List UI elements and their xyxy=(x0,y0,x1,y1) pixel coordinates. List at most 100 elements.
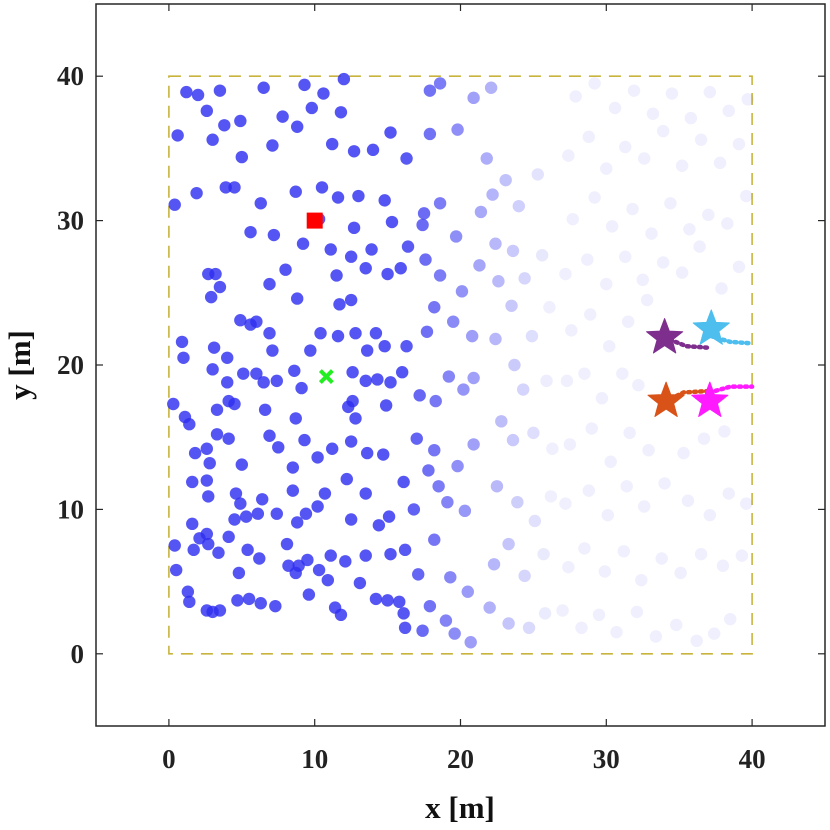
data-point xyxy=(270,507,283,520)
data-point xyxy=(175,335,189,349)
data-point xyxy=(171,129,184,142)
data-point xyxy=(588,77,601,90)
data-point xyxy=(617,545,630,558)
data-point xyxy=(511,495,524,509)
x-tick-label: 30 xyxy=(593,744,620,774)
data-point xyxy=(740,497,753,510)
data-point xyxy=(218,119,231,132)
data-point xyxy=(191,88,205,102)
data-point xyxy=(538,607,552,620)
data-point xyxy=(433,77,447,90)
data-point xyxy=(578,367,591,380)
data-point xyxy=(210,403,224,416)
data-point xyxy=(604,455,617,468)
data-point xyxy=(222,530,235,544)
data-point xyxy=(620,480,633,493)
data-point xyxy=(433,269,447,282)
data-point xyxy=(646,107,660,120)
data-point xyxy=(318,487,332,500)
data-point xyxy=(603,340,616,353)
data-point xyxy=(675,159,689,172)
data-point xyxy=(286,461,300,474)
data-point xyxy=(250,367,263,380)
data-point xyxy=(365,243,378,256)
data-point xyxy=(276,110,289,123)
markers-layer xyxy=(306,212,730,417)
data-point xyxy=(302,588,316,601)
start-square-marker xyxy=(306,212,323,229)
data-point xyxy=(372,519,386,532)
data-point xyxy=(694,133,708,146)
data-point xyxy=(601,508,614,522)
data-point xyxy=(353,576,367,590)
data-point xyxy=(397,607,410,620)
data-point xyxy=(384,376,397,389)
data-point xyxy=(718,425,731,438)
data-point xyxy=(722,104,735,118)
data-point xyxy=(619,250,632,263)
data-point xyxy=(732,137,746,151)
data-point xyxy=(314,327,327,340)
data-point xyxy=(269,599,282,613)
data-point xyxy=(670,618,683,632)
data-point xyxy=(585,422,598,435)
data-point xyxy=(741,93,754,106)
star-marker xyxy=(647,381,685,417)
data-point xyxy=(258,403,272,416)
star-marker xyxy=(646,318,684,354)
data-point xyxy=(169,563,183,577)
data-point xyxy=(209,267,222,281)
data-point xyxy=(713,156,727,170)
data-point xyxy=(610,625,623,639)
data-point xyxy=(560,374,574,388)
data-point xyxy=(342,400,355,414)
data-point xyxy=(584,308,597,321)
data-point xyxy=(623,426,636,440)
data-point xyxy=(366,143,380,157)
data-point xyxy=(270,374,283,388)
data-point xyxy=(616,367,629,380)
data-point xyxy=(537,547,550,561)
data-point xyxy=(378,340,391,353)
data-point xyxy=(311,500,324,513)
data-point xyxy=(664,197,677,210)
data-point xyxy=(645,227,658,240)
data-point xyxy=(441,495,454,509)
data-point xyxy=(291,292,304,305)
data-point xyxy=(360,446,374,460)
data-point xyxy=(250,315,263,328)
data-point xyxy=(200,104,214,118)
data-point xyxy=(305,101,318,115)
data-point xyxy=(200,474,214,487)
data-point xyxy=(535,249,549,262)
data-point xyxy=(340,472,353,486)
data-point xyxy=(219,181,232,194)
data-point xyxy=(562,560,575,574)
data-point xyxy=(543,301,556,314)
data-point xyxy=(384,547,397,561)
data-point xyxy=(428,533,441,546)
data-point xyxy=(428,443,441,457)
data-point xyxy=(393,595,406,609)
data-point xyxy=(694,547,708,561)
data-point xyxy=(398,621,412,635)
points-layer xyxy=(167,72,754,649)
data-point xyxy=(486,188,499,201)
data-point xyxy=(467,91,480,105)
data-point xyxy=(442,370,456,383)
data-point xyxy=(489,237,502,250)
data-point xyxy=(484,81,498,94)
data-point xyxy=(291,120,304,133)
data-point xyxy=(382,510,396,523)
data-point xyxy=(349,412,362,425)
data-point xyxy=(632,379,645,392)
data-point xyxy=(582,484,596,497)
data-point xyxy=(254,597,267,610)
data-point xyxy=(683,223,696,236)
data-point xyxy=(291,516,304,529)
data-point xyxy=(455,285,469,298)
data-point xyxy=(419,253,432,266)
data-point xyxy=(295,381,308,395)
data-point xyxy=(735,549,749,562)
x-tick-label: 40 xyxy=(739,744,766,774)
